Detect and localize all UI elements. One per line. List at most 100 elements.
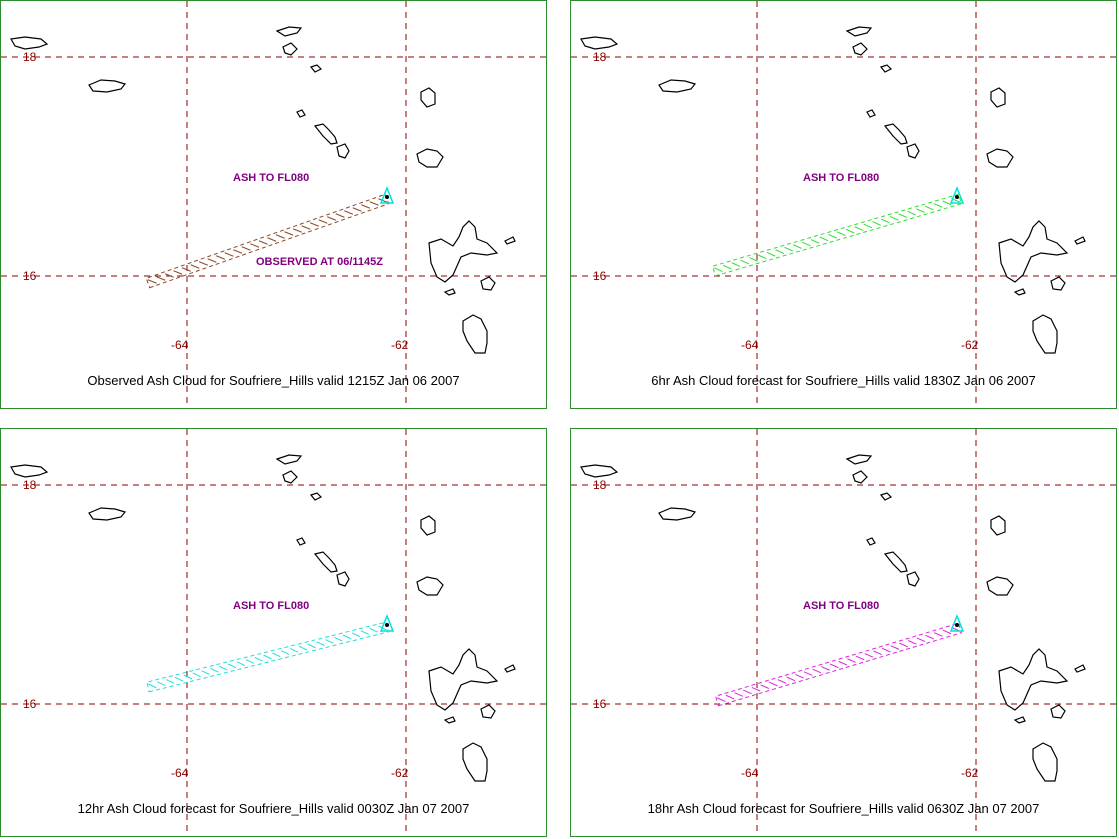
- ash-hatch: [828, 233, 837, 239]
- ash-hatch: [219, 665, 228, 671]
- ash-altitude-label: ASH TO FL080: [233, 600, 310, 612]
- ash-hatch: [916, 208, 925, 213]
- panel-caption: 18hr Ash Cloud forecast for Soufriere_Hi…: [647, 801, 1040, 816]
- ash-cloud-outline: [146, 621, 389, 693]
- ash-hatch: [241, 246, 251, 251]
- ash-hatch: [156, 276, 166, 281]
- lat-label-18: 18: [23, 478, 37, 492]
- ash-hatch: [731, 262, 741, 267]
- st-martin: [282, 470, 298, 484]
- ash-hatch: [757, 254, 767, 260]
- map-canvas: [571, 1, 1116, 408]
- ash-hatch: [821, 666, 830, 671]
- ash-hatch: [360, 630, 370, 635]
- ash-hatch: [837, 231, 846, 237]
- ash-hatch: [847, 658, 856, 663]
- ash-hatch: [342, 634, 352, 640]
- la-desirade: [1074, 664, 1086, 673]
- ash-hatch: [899, 642, 908, 648]
- ash-hatch: [933, 632, 943, 637]
- barbuda-area: [986, 576, 1014, 596]
- ash-hatch: [224, 252, 234, 257]
- les-saintes: [443, 288, 456, 296]
- virgin-islands: [658, 79, 697, 93]
- volcano-marker-icon: [379, 613, 395, 632]
- guadeloupe: [998, 220, 1069, 283]
- st-kitts-nevis: [313, 551, 338, 573]
- ash-hatch: [307, 643, 316, 649]
- lat-label-18: 18: [23, 50, 37, 64]
- ash-hatch: [183, 674, 193, 680]
- guadeloupe: [428, 220, 499, 283]
- ash-hatch: [749, 257, 758, 262]
- barbuda-area: [416, 148, 444, 168]
- panel-12hr-forecast: 18 16 -64 -62 ASH TO FL080 12hr Ash Clou…: [0, 428, 547, 837]
- ash-cloud-outline: [714, 622, 963, 707]
- panel-observed: 18 16 -64 -62 ASH TO FL080 OBSERVED AT 0…: [0, 0, 547, 409]
- ash-hatch: [793, 244, 802, 249]
- volcano-vent: [385, 195, 389, 199]
- ash-hatch: [181, 267, 191, 272]
- ash-hatch: [325, 639, 334, 644]
- ash-hatch: [854, 226, 864, 231]
- lon-label-62: -62: [391, 338, 409, 352]
- dominica: [462, 314, 488, 354]
- ash-hatch: [316, 641, 325, 646]
- ash-hatch: [714, 267, 723, 273]
- lon-label-62: -62: [391, 766, 409, 780]
- montserrat-area: [906, 571, 920, 587]
- la-desirade: [504, 236, 516, 245]
- st-martin: [852, 470, 868, 484]
- montserrat-area: [336, 143, 350, 159]
- panel-6hr-forecast: 18 16 -64 -62 ASH TO FL080 6hr Ash Cloud…: [570, 0, 1117, 409]
- ash-altitude-label: ASH TO FL080: [233, 172, 310, 184]
- st-kitts-nevis: [313, 123, 338, 145]
- dominica: [1032, 742, 1058, 782]
- ash-cloud-polygon: [146, 621, 389, 693]
- la-desirade: [1074, 236, 1086, 245]
- lon-label-64: -64: [741, 766, 759, 780]
- lon-label-64: -64: [171, 766, 189, 780]
- ash-hatch: [743, 689, 752, 695]
- ash-hatch: [812, 668, 822, 674]
- ash-hatch: [838, 660, 848, 666]
- ash-hatch: [351, 632, 361, 638]
- ash-hatch: [942, 629, 952, 635]
- ash-hatch: [784, 246, 794, 252]
- ash-hatch: [334, 636, 343, 642]
- ash-hatch: [873, 650, 882, 656]
- st-martin: [852, 42, 868, 56]
- ash-hatch: [192, 672, 201, 678]
- ash-hatch: [769, 681, 778, 687]
- ash-cloud-polygon: [714, 622, 963, 707]
- st-kitts-nevis: [883, 551, 908, 573]
- panel-caption: Observed Ash Cloud for Soufriere_Hills v…: [87, 373, 460, 388]
- ash-hatch: [890, 645, 900, 650]
- saba: [866, 537, 876, 546]
- ash-hatch: [933, 203, 943, 208]
- lon-label-64: -64: [171, 338, 189, 352]
- st-barts: [309, 64, 323, 73]
- left-edge-island: [580, 464, 619, 478]
- la-desirade: [504, 664, 516, 673]
- ash-hatch: [292, 228, 302, 233]
- lat-label-18: 18: [593, 50, 607, 64]
- marie-galante: [1050, 276, 1066, 291]
- antigua: [420, 87, 436, 108]
- ash-hatch: [880, 218, 890, 224]
- st-barts: [879, 492, 893, 501]
- marie-galante: [480, 276, 496, 291]
- anguilla: [275, 454, 303, 465]
- saba: [866, 109, 876, 118]
- ash-hatch: [281, 650, 290, 655]
- volcano-vent: [385, 623, 389, 627]
- saba: [296, 537, 306, 546]
- ash-hatch: [881, 647, 891, 653]
- st-martin: [282, 42, 298, 56]
- panel-18hr-forecast: 18 16 -64 -62 ASH TO FL080 18hr Ash Clou…: [570, 428, 1117, 837]
- ash-hatch: [872, 221, 881, 226]
- montserrat-area: [906, 143, 920, 159]
- anguilla: [275, 26, 303, 37]
- les-saintes: [1013, 716, 1026, 724]
- ash-altitude-label: ASH TO FL080: [803, 172, 880, 184]
